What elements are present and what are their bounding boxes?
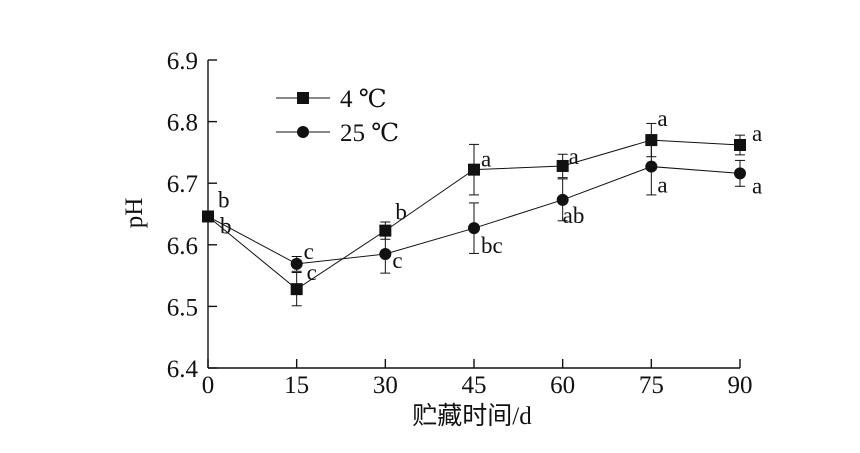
data-point (290, 257, 303, 270)
x-tick-label: 30 (373, 372, 398, 399)
legend: 4 ℃ 25 ℃ (276, 86, 399, 147)
y-tick-label: 6.8 (167, 110, 198, 137)
x-tick-label: 15 (284, 372, 309, 399)
data-point (556, 193, 569, 206)
data-point (379, 224, 392, 237)
x-tick-label: 45 (462, 372, 487, 399)
data-point (468, 222, 480, 235)
x-tick-label: 60 (550, 372, 575, 399)
significance-label: a (569, 144, 579, 169)
significance-label: c (304, 239, 314, 264)
significance-label: a (752, 173, 762, 198)
x-tick-label: 75 (639, 372, 664, 399)
significance-label: b (218, 187, 230, 212)
data-point (379, 248, 392, 261)
y-tick-label: 6.7 (167, 171, 198, 198)
legend-square-marker (297, 92, 309, 104)
significance-label: a (657, 173, 667, 198)
significance-label: a (752, 121, 762, 146)
significance-label: a (657, 106, 667, 131)
series-25c (202, 137, 746, 274)
data-point (202, 210, 214, 223)
ticks: 6.4 6.5 6.6 6.7 6.8 6.9 0 15 30 45 60 75 90 (167, 48, 753, 399)
significance-label: c (307, 260, 317, 285)
significance-label: a (481, 147, 491, 172)
significance-label: bc (481, 233, 503, 258)
significance-label: b (220, 213, 232, 238)
data-point (734, 139, 746, 152)
significance-label: ab (563, 203, 585, 228)
series-group (202, 122, 746, 307)
legend-circle-marker (297, 126, 309, 138)
x-tick-label: 90 (728, 372, 753, 399)
significance-label: c (392, 248, 402, 273)
y-tick-label: 6.5 (167, 294, 198, 321)
data-point (556, 159, 569, 172)
y-tick-label: 6.4 (167, 356, 199, 383)
x-axis-title: 贮藏时间/d (412, 402, 532, 430)
data-point (468, 163, 480, 176)
significance-label: b (395, 200, 407, 225)
data-point (290, 283, 303, 296)
x-tick-label: 0 (202, 372, 215, 399)
y-tick-label: 6.6 (167, 233, 198, 260)
data-point (734, 167, 746, 180)
legend-label: 4 ℃ (340, 86, 387, 113)
y-axis-title: pH (121, 198, 148, 229)
data-point (645, 160, 658, 173)
legend-label: 25 ℃ (340, 120, 399, 147)
y-tick-label: 6.9 (167, 48, 198, 75)
